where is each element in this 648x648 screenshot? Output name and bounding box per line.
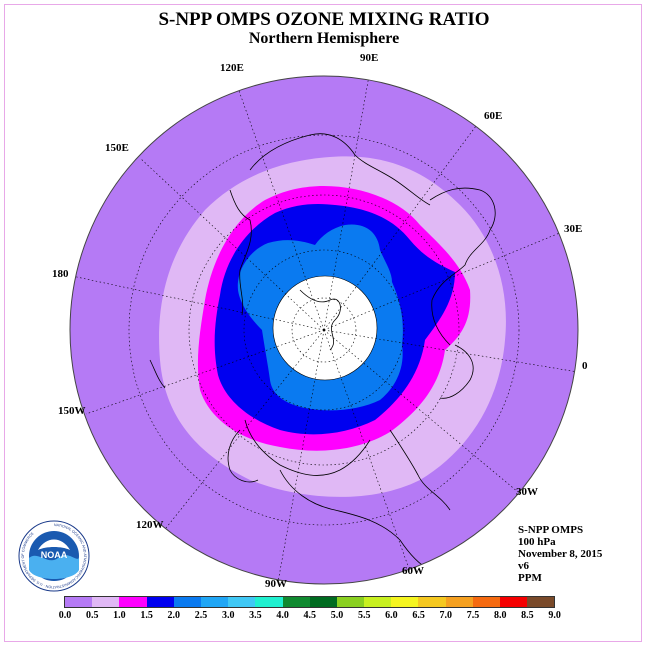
coastlines — [149, 133, 556, 571]
colorbar-tick-label: 7.5 — [466, 610, 480, 621]
colorbar-tick-label: 1.0 — [113, 610, 126, 621]
colorbar-swatch — [65, 597, 93, 607]
colorbar-tick-label: 1.5 — [140, 610, 153, 621]
lon-label-150w: 150W — [58, 405, 86, 417]
lon-label-60e: 60E — [484, 110, 503, 122]
colorbar-swatch — [364, 597, 392, 607]
colorbar-swatch — [146, 597, 174, 607]
info-block: S-NPP OMPS 100 hPa November 8, 2015 v6 P… — [518, 524, 602, 584]
colorbar-swatch — [336, 597, 365, 607]
map-boundary — [69, 75, 579, 585]
info-version: v6 — [518, 560, 529, 572]
colorbar-tick-label: 4.0 — [276, 610, 289, 621]
lon-label-90e: 90E — [360, 52, 379, 64]
colorbar-swatch — [418, 597, 446, 607]
colorbar-swatch — [472, 597, 500, 607]
info-units: PPM — [518, 572, 542, 584]
lon-label-30e: 30E — [564, 223, 583, 235]
colorbar-tick-label: 8.5 — [521, 610, 534, 621]
colorbar-swatch — [500, 597, 528, 607]
latitude-circles — [128, 134, 520, 526]
logo-text: NOAA — [41, 550, 68, 560]
lon-label-120w: 120W — [136, 519, 164, 531]
colorbar-swatch — [255, 597, 283, 607]
colorbar-tick-label: 2.0 — [167, 610, 181, 621]
colorbar-tick-label: 5.0 — [330, 610, 344, 621]
lon-label-60w: 60W — [402, 565, 424, 577]
colorbar-swatch — [173, 597, 201, 607]
info-pressure: 100 hPa — [518, 536, 556, 548]
colorbar-swatch — [391, 597, 419, 607]
colorbar-swatch — [200, 597, 229, 607]
colorbar-tick-label: 0.5 — [85, 610, 99, 621]
lon-label-0: 0 — [582, 360, 588, 372]
colorbar-tick-label: 0.0 — [58, 610, 72, 621]
colorbar-tick-label: 6.5 — [412, 610, 425, 621]
lon-label-150e: 150E — [105, 142, 129, 154]
colorbar-tick-label: 3.0 — [221, 610, 235, 621]
lon-label-30w: 30W — [516, 486, 538, 498]
colorbar-swatch — [282, 597, 310, 607]
colorbar-tick-label: 4.5 — [303, 610, 317, 621]
colorbar-swatch — [92, 597, 120, 607]
lon-label-90w: 90W — [265, 578, 287, 590]
colorbar-swatch — [119, 597, 147, 607]
noaa-logo: NOAA NATIONAL OCEANIC AND ATMOSPHERIC AD… — [18, 520, 90, 592]
figure-frame — [4, 4, 642, 642]
polar-night-mask — [272, 275, 378, 381]
colorbar-tick-label: 5.5 — [357, 610, 371, 621]
colorbar-tick-label: 9.0 — [548, 610, 561, 621]
colorbar-tick-label: 2.5 — [194, 610, 208, 621]
lon-label-180: 180 — [52, 268, 69, 280]
info-instrument: S-NPP OMPS — [518, 524, 584, 536]
map-subtitle: Northern Hemisphere — [248, 30, 400, 47]
colorbar — [64, 596, 556, 608]
colorbar-swatch — [527, 597, 555, 607]
map-title: S-NPP OMPS OZONE MIXING RATIO — [158, 9, 490, 30]
colorbar-tick-label: 3.5 — [249, 610, 262, 621]
lon-label-120e: 120E — [220, 62, 244, 74]
info-date: November 8, 2015 — [518, 548, 603, 560]
colorbar-tick-label: 6.0 — [385, 610, 398, 621]
colorbar-swatch — [445, 597, 473, 607]
colorbar-tick-label: 7.0 — [439, 610, 453, 621]
colorbar-swatch — [309, 597, 337, 607]
colorbar-swatch — [228, 597, 256, 607]
meridians — [71, 76, 578, 583]
colorbar-tick-label: 8.0 — [493, 610, 507, 621]
